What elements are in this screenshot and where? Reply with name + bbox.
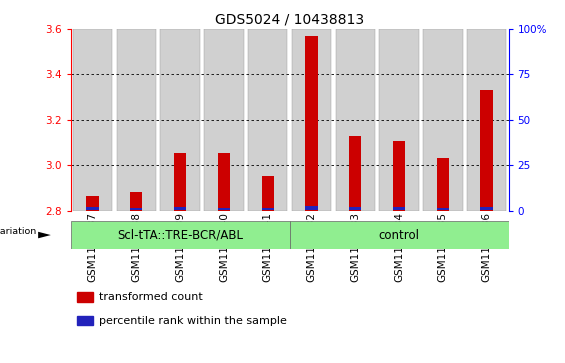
Bar <box>77 292 93 302</box>
Bar <box>204 29 244 211</box>
Bar <box>86 196 99 211</box>
Bar <box>305 207 318 210</box>
Text: Scl-tTA::TRE-BCR/ABL: Scl-tTA::TRE-BCR/ABL <box>117 229 243 241</box>
Bar <box>174 207 186 210</box>
Bar <box>349 136 362 211</box>
Bar <box>218 208 230 210</box>
Bar <box>467 29 506 211</box>
Bar <box>305 36 318 211</box>
Bar <box>71 221 289 249</box>
Bar <box>248 29 288 211</box>
Text: control: control <box>379 229 420 241</box>
Bar <box>423 29 463 211</box>
Bar <box>393 207 405 210</box>
Bar <box>73 29 112 211</box>
Bar <box>349 207 362 210</box>
Bar <box>292 29 331 211</box>
Title: GDS5024 / 10438813: GDS5024 / 10438813 <box>215 12 364 26</box>
Text: percentile rank within the sample: percentile rank within the sample <box>99 316 287 326</box>
Bar <box>480 207 493 210</box>
Bar <box>130 208 142 210</box>
Text: transformed count: transformed count <box>99 292 203 302</box>
Bar <box>336 29 375 211</box>
Bar <box>116 29 156 211</box>
Polygon shape <box>38 232 51 238</box>
Bar <box>437 208 449 210</box>
Bar <box>437 158 449 211</box>
Bar <box>262 176 274 211</box>
Bar <box>174 153 186 211</box>
Bar <box>218 153 230 211</box>
Text: genotype/variation: genotype/variation <box>0 227 37 236</box>
Bar <box>130 192 142 211</box>
Bar <box>393 140 405 211</box>
Bar <box>480 90 493 211</box>
Bar <box>160 29 200 211</box>
Bar <box>289 221 508 249</box>
Bar <box>86 207 99 210</box>
Bar <box>379 29 419 211</box>
Bar <box>77 316 93 326</box>
Bar <box>262 208 274 210</box>
